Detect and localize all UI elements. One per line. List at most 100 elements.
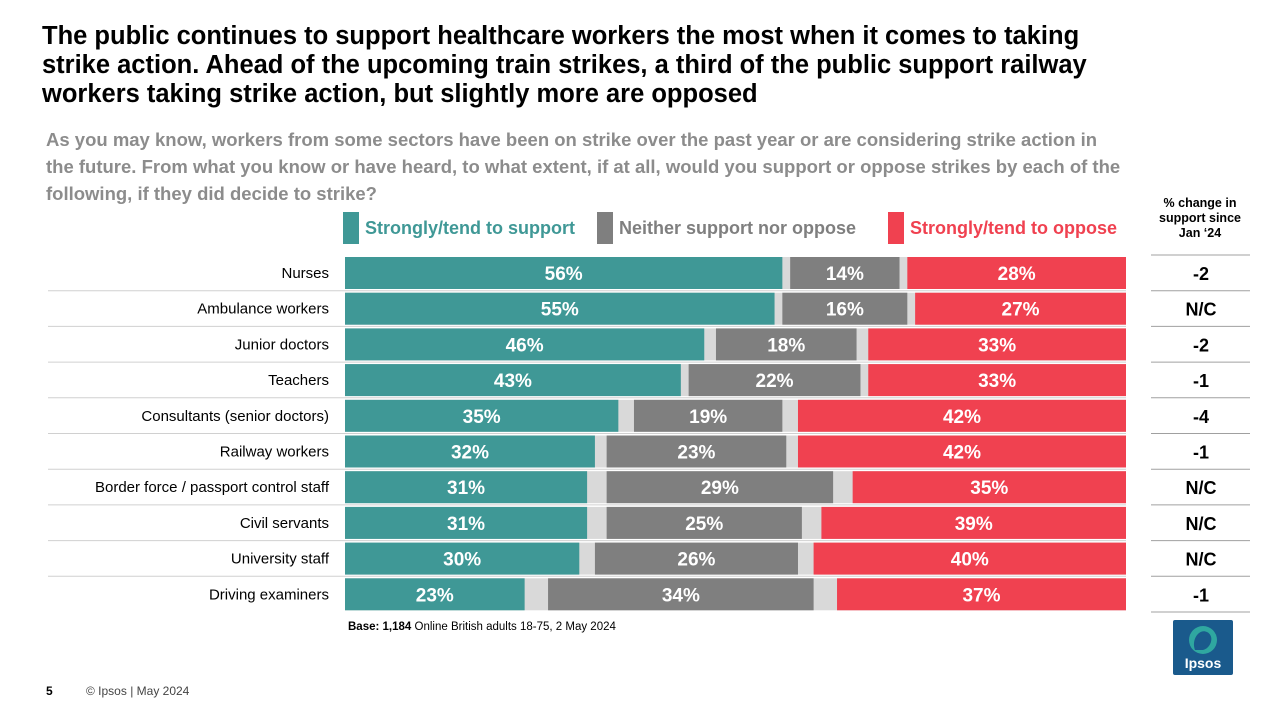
change-value: -1 [1193, 443, 1209, 463]
bar-neither [633, 399, 783, 432]
value-label-support: 23% [416, 585, 454, 606]
bar-neither [688, 364, 861, 397]
value-label-neither: 26% [677, 550, 715, 571]
legend-neither-swatch [597, 212, 613, 244]
value-label-neither: 16% [826, 300, 864, 321]
bar-support [345, 292, 775, 325]
bar-neither [606, 506, 802, 539]
category-label: Consultants (senior doctors) [141, 408, 329, 425]
bar-oppose [797, 435, 1126, 468]
value-label-neither: 34% [662, 585, 700, 606]
change-value: N/C [1186, 300, 1217, 320]
change-value: -4 [1193, 407, 1209, 427]
change-value: N/C [1186, 514, 1217, 534]
value-label-neither: 14% [826, 264, 864, 285]
category-label: Civil servants [240, 515, 329, 532]
legend-neither-label: Neither support nor oppose [619, 217, 857, 238]
copyright: © Ipsos | May 2024 [86, 684, 190, 698]
category-label: Railway workers [220, 444, 329, 461]
value-label-neither: 18% [767, 335, 805, 356]
value-label-neither: 19% [689, 407, 727, 428]
value-label-support: 32% [451, 443, 489, 464]
category-label: Nurses [281, 265, 329, 282]
category-label: Junior doctors [235, 336, 329, 353]
value-label-oppose: 40% [951, 550, 989, 571]
change-column-header: % change in support since Jan ‘24 [1159, 196, 1241, 240]
legend-neither: Neither support nor oppose [597, 212, 856, 244]
bar-oppose [868, 328, 1126, 361]
bar-oppose [915, 292, 1126, 325]
value-label-oppose: 35% [970, 478, 1008, 499]
legend-oppose-label: Strongly/tend to oppose [910, 217, 1117, 238]
category-label: University staff [231, 551, 330, 568]
value-label-support: 55% [541, 300, 579, 321]
bar-support [345, 471, 588, 504]
category-label: Border force / passport control staff [95, 479, 330, 496]
bar-support [345, 364, 681, 397]
value-label-support: 46% [506, 335, 544, 356]
legend-support-label: Strongly/tend to support [365, 217, 575, 238]
base-note: Base: 1,184 Online British adults 18-75,… [348, 621, 616, 633]
bar-oppose [868, 364, 1126, 397]
change-value: N/C [1186, 550, 1217, 570]
change-value: -2 [1193, 335, 1209, 355]
value-label-support: 31% [447, 514, 485, 535]
change-value: -1 [1193, 371, 1209, 391]
logo-head-icon [1189, 626, 1217, 654]
value-label-neither: 25% [685, 514, 723, 535]
value-label-oppose: 39% [955, 514, 993, 535]
legend-support: Strongly/tend to support [343, 212, 575, 244]
value-label-neither: 23% [677, 443, 715, 464]
bar-neither [548, 578, 814, 611]
bar-oppose [837, 578, 1126, 611]
ipsos-logo: Ipsos [1173, 620, 1233, 675]
page-number: 5 [46, 684, 53, 698]
legend-support-swatch [343, 212, 359, 244]
base-description: Online British adults 18-75, 2 May 2024 [414, 621, 616, 633]
bar-neither [790, 257, 900, 289]
bar-oppose [813, 542, 1126, 575]
base-count: 1,184 [382, 621, 412, 633]
bar-neither [782, 292, 908, 325]
value-label-oppose: 33% [978, 335, 1016, 356]
change-value: -2 [1193, 264, 1209, 284]
value-label-oppose: 27% [1002, 300, 1040, 321]
bar-support [345, 542, 580, 575]
bar-support [345, 399, 619, 432]
value-label-oppose: 37% [962, 585, 1000, 606]
bar-support [345, 257, 783, 289]
bar-support [345, 578, 525, 611]
value-label-oppose: 42% [943, 443, 981, 464]
bar-oppose [821, 506, 1126, 539]
bar-support [345, 435, 595, 468]
category-label: Ambulance workers [197, 301, 329, 318]
bar-neither [606, 471, 834, 504]
value-label-neither: 22% [756, 371, 794, 392]
logo-text: Ipsos [1184, 655, 1222, 671]
bar-neither [594, 542, 798, 575]
bar-oppose [852, 471, 1126, 504]
value-label-support: 31% [447, 478, 485, 499]
bar-support [345, 506, 588, 539]
value-label-oppose: 28% [998, 264, 1036, 285]
page-title: The public continues to support healthca… [42, 22, 1087, 108]
base-label: Base: [348, 621, 380, 633]
value-label-oppose: 42% [943, 407, 981, 428]
legend-oppose-swatch [888, 212, 904, 244]
value-label-neither: 29% [701, 478, 739, 499]
value-label-support: 56% [545, 264, 583, 285]
category-label: Teachers [268, 372, 329, 389]
bar-oppose [797, 399, 1126, 432]
change-value: -1 [1193, 585, 1209, 605]
bar-support [345, 328, 705, 361]
question-text: As you may know, workers from some secto… [46, 129, 1121, 204]
value-label-support: 30% [443, 550, 481, 571]
bar-neither [715, 328, 857, 361]
value-label-support: 35% [463, 407, 501, 428]
legend-oppose: Strongly/tend to oppose [888, 212, 1117, 244]
change-value: N/C [1186, 478, 1217, 498]
value-label-support: 43% [494, 371, 532, 392]
bar-neither [606, 435, 787, 468]
value-label-oppose: 33% [978, 371, 1016, 392]
